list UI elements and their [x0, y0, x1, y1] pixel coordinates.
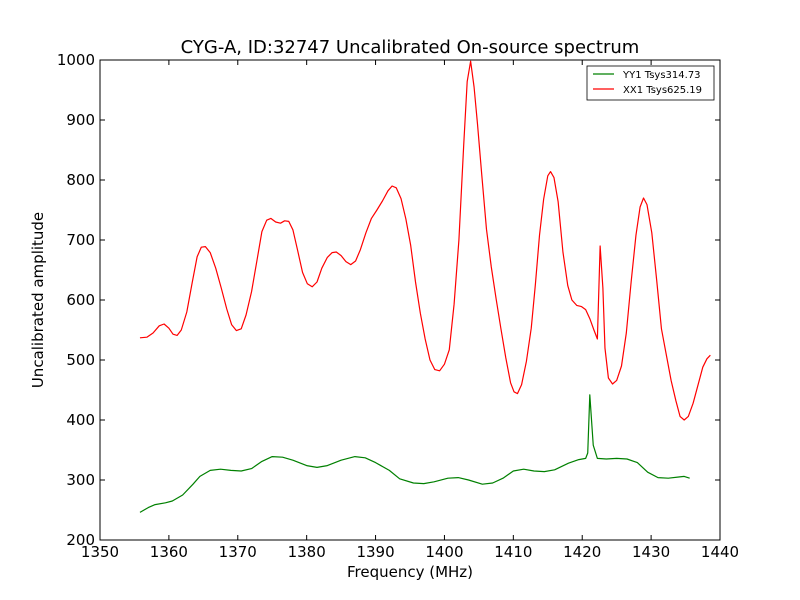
- x-tick-label: 1420: [563, 543, 601, 561]
- y-tick-label: 600: [66, 291, 95, 309]
- y-axis-label: Uncalibrated amplitude: [29, 212, 47, 388]
- x-tick-label: 1440: [701, 543, 739, 561]
- x-tick-label: 1390: [356, 543, 394, 561]
- y-tick-label: 200: [66, 531, 95, 549]
- legend-label-yy1: YY1 Tsys314.73: [622, 70, 701, 81]
- x-axis-ticks: 1350 1360 1370 1380 1390 1400 1410 1420 1430 1440: [81, 60, 739, 561]
- chart-title: CYG-A, ID:32747 Uncalibrated On-source s…: [181, 37, 640, 58]
- y-axis-ticks: 200 300 400 500 600 700 800 900 1000: [57, 51, 720, 549]
- x-axis-label: Frequency (MHz): [347, 563, 473, 581]
- y-tick-label: 500: [66, 351, 95, 369]
- y-tick-label: 800: [66, 171, 95, 189]
- x-tick-label: 1360: [150, 543, 188, 561]
- x-tick-label: 1400: [425, 543, 463, 561]
- plot-area: 1350 1360 1370 1380 1390 1400 1410 1420 1430 1440…: [57, 51, 739, 561]
- series-line-yy1: [139, 394, 690, 513]
- x-tick-label: 1410: [494, 543, 532, 561]
- series-line-xx1: [139, 60, 711, 421]
- x-tick-label: 1350: [81, 543, 119, 561]
- legend-label-xx1: XX1 Tsys625.19: [623, 85, 702, 96]
- x-tick-label: 1380: [288, 543, 326, 561]
- legend-box: [586, 65, 715, 101]
- y-tick-label: 700: [66, 231, 95, 249]
- legend: YY1 Tsys314.73 XX1 Tsys625.19: [586, 65, 715, 101]
- y-tick-label: 300: [66, 471, 95, 489]
- y-tick-label: 900: [66, 111, 95, 129]
- plot-frame: [99, 59, 721, 541]
- y-tick-label: 400: [66, 411, 95, 429]
- series-layer: [139, 60, 711, 513]
- y-tick-label: 1000: [57, 51, 95, 69]
- x-tick-label: 1370: [219, 543, 257, 561]
- x-tick-label: 1430: [632, 543, 670, 561]
